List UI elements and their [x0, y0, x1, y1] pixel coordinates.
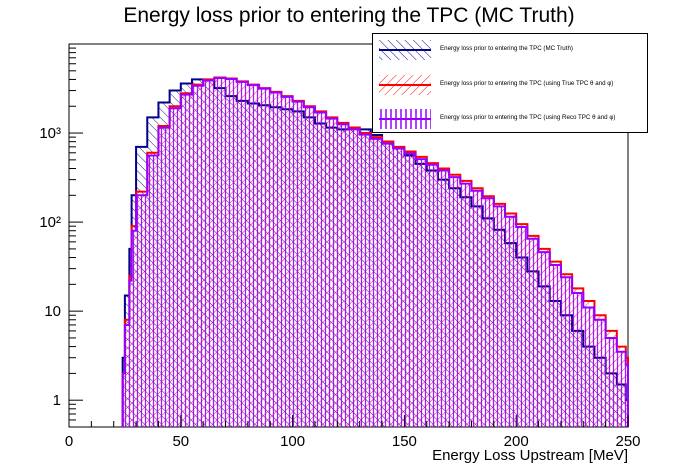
data-point-true-tpc: [157, 125, 160, 127]
data-point-reco-tpc: [269, 91, 272, 94]
data-point-reco-tpc: [392, 147, 395, 150]
data-point-true-tpc: [135, 190, 137, 193]
x-tick-label: 150: [392, 433, 417, 450]
data-point-reco-tpc: [146, 154, 149, 157]
data-point-true-tpc: [180, 92, 182, 95]
data-point-mc-truth: [130, 194, 133, 197]
data-point-reco-tpc: [130, 229, 133, 232]
x-tick-label: 250: [615, 433, 640, 450]
data-point-reco-tpc: [370, 138, 372, 140]
data-point-mc-truth: [157, 101, 160, 104]
data-point-reco-tpc: [302, 106, 305, 109]
legend-entry-mc-truth: Energy loss prior to entering the TPC (M…: [373, 36, 649, 64]
data-point-reco-tpc: [224, 78, 227, 80]
data-point-reco-tpc: [616, 350, 618, 353]
data-point-reco-tpc: [470, 189, 473, 192]
data-point-reco-tpc: [291, 100, 294, 103]
chart-title: Energy loss prior to entering the TPC (M…: [123, 4, 575, 27]
data-point-reco-tpc: [425, 163, 428, 166]
data-point-reco-tpc: [247, 84, 249, 86]
data-point-reco-tpc: [381, 142, 383, 145]
data-point-reco-tpc: [515, 226, 517, 228]
data-point-reco-tpc: [593, 318, 596, 321]
data-point-reco-tpc: [135, 194, 137, 197]
y-tick-label: 10²: [39, 214, 61, 231]
data-point-true-tpc: [168, 105, 171, 108]
data-point-mc-truth: [121, 356, 124, 359]
data-point-reco-tpc: [526, 237, 529, 240]
data-point-reco-tpc: [213, 77, 216, 79]
data-point-mc-truth: [168, 89, 171, 92]
data-point-reco-tpc: [347, 128, 350, 131]
legend: Energy loss prior to entering the TPC (M…: [372, 33, 648, 133]
data-point-reco-tpc: [437, 169, 439, 172]
data-point-reco-tpc: [121, 372, 124, 375]
y-tick-label: 1: [53, 392, 61, 409]
series-line-reco-tpc: [121, 77, 629, 427]
legend-label-mc-truth: Energy loss prior to entering the TPC (M…: [440, 45, 573, 52]
data-point-mc-truth: [146, 116, 149, 119]
data-point-reco-tpc: [414, 158, 417, 160]
y-tick-label: 10³: [39, 125, 61, 142]
data-point-reco-tpc: [258, 87, 260, 90]
data-point-mc-truth: [128, 248, 131, 250]
legend-entry-reco-tpc: Energy loss prior to entering the TPC (u…: [373, 105, 649, 133]
legend-swatch-true-tpc: [379, 75, 431, 95]
x-tick-label: 100: [280, 433, 305, 450]
data-point-true-tpc: [124, 318, 126, 321]
data-point-reco-tpc: [481, 197, 484, 200]
data-point-reco-tpc: [548, 264, 551, 266]
legend-label-true-tpc: Energy loss prior to entering the TPC (u…: [440, 80, 614, 87]
data-point-reco-tpc: [571, 292, 573, 294]
data-point-reco-tpc: [202, 79, 204, 82]
legend-swatch-reco-tpc: [379, 109, 431, 129]
data-point-reco-tpc: [560, 276, 562, 279]
x-tick-label: 200: [504, 433, 529, 450]
data-point-reco-tpc: [128, 279, 131, 282]
x-axis-label: Energy Loss Upstream [MeV]: [432, 447, 628, 464]
data-point-reco-tpc: [235, 81, 238, 83]
legend-swatch-mc-truth: [379, 40, 431, 60]
data-point-reco-tpc: [504, 215, 506, 218]
data-point-reco-tpc: [624, 363, 627, 366]
data-point-reco-tpc: [191, 84, 193, 87]
data-point-reco-tpc: [336, 123, 339, 126]
x-tick-label: 0: [65, 433, 73, 450]
data-point-reco-tpc: [180, 93, 182, 96]
data-point-mc-truth: [124, 294, 126, 297]
data-point-true-tpc: [128, 274, 131, 277]
data-point-reco-tpc: [157, 126, 160, 129]
legend-label-reco-tpc: Energy loss prior to entering the TPC (u…: [440, 114, 616, 121]
data-point-reco-tpc: [168, 107, 171, 110]
data-point-mc-truth: [191, 78, 193, 81]
data-point-reco-tpc: [537, 251, 540, 253]
x-tick-label: 50: [172, 433, 189, 450]
data-point-reco-tpc: [124, 324, 126, 326]
data-point-mc-truth: [180, 82, 182, 85]
data-point-true-tpc: [130, 225, 133, 227]
data-point-reco-tpc: [459, 182, 462, 185]
data-point-reco-tpc: [448, 176, 450, 178]
data-point-true-tpc: [146, 152, 149, 154]
data-point-mc-truth: [135, 146, 137, 148]
data-point-reco-tpc: [582, 306, 585, 309]
series-fill-reco-tpc: [122, 78, 628, 428]
data-point-reco-tpc: [403, 152, 406, 155]
data-point-reco-tpc: [604, 337, 607, 339]
data-point-reco-tpc: [325, 117, 327, 120]
y-tick-label: 10: [44, 303, 61, 320]
data-point-reco-tpc: [314, 111, 316, 114]
data-point-reco-tpc: [280, 96, 283, 98]
data-point-reco-tpc: [358, 133, 361, 136]
data-point-reco-tpc: [493, 205, 495, 208]
legend-entry-true-tpc: Energy loss prior to entering the TPC (u…: [373, 71, 649, 99]
